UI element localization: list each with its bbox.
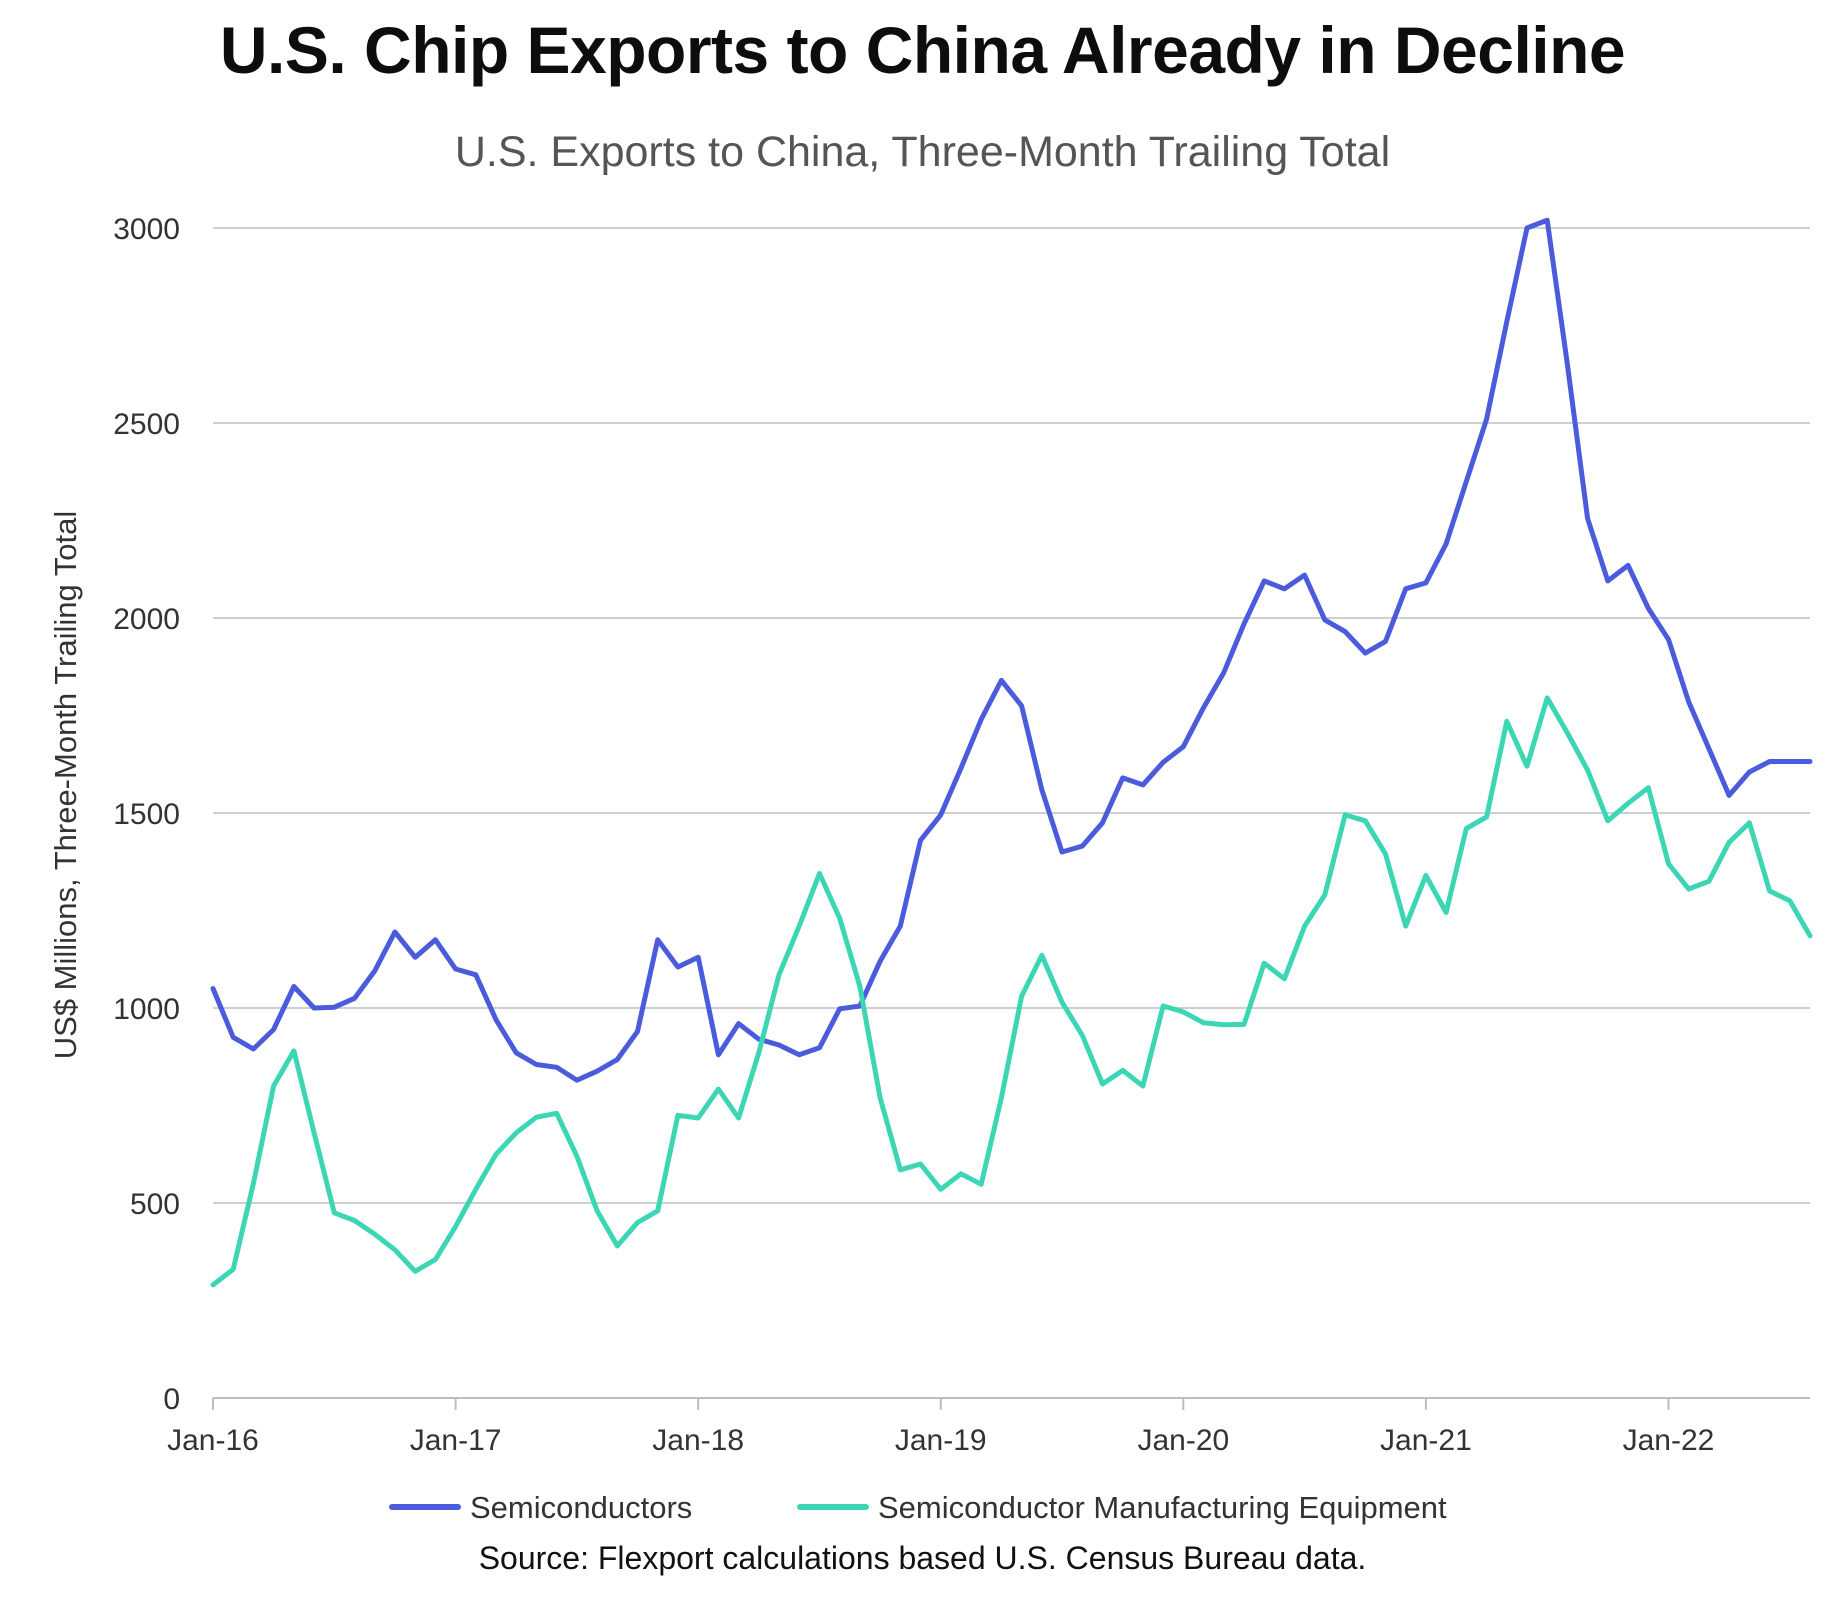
- chart-title: U.S. Chip Exports to China Already in De…: [219, 13, 1626, 87]
- legend-label: Semiconductor Manufacturing Equipment: [878, 1490, 1447, 1525]
- y-tick-label: 1500: [113, 798, 180, 831]
- y-axis-label: US$ Millions, Three-Month Trailing Total: [48, 511, 83, 1059]
- x-tick-label: Jan-20: [1137, 1424, 1229, 1457]
- y-tick-label: 0: [163, 1383, 180, 1416]
- x-tick-label: Jan-19: [895, 1424, 987, 1457]
- x-tick-label: Jan-16: [167, 1424, 259, 1457]
- series-line-manufacturing-equipment: [210, 695, 1813, 1288]
- gridlines: [213, 227, 1810, 1204]
- y-tick-label: 3000: [113, 213, 180, 246]
- x-tick-label: Jan-21: [1380, 1424, 1472, 1457]
- y-tick-label: 2500: [113, 408, 180, 441]
- series-line-semiconductors: [210, 217, 1813, 1083]
- y-tick-label: 2000: [113, 603, 180, 636]
- y-tick-label: 1000: [113, 993, 180, 1026]
- x-tick-label: Jan-17: [410, 1424, 502, 1457]
- series-lines: [210, 217, 1813, 1288]
- source-note: Source: Flexport calculations based U.S.…: [478, 1540, 1367, 1576]
- x-tick-label: Jan-18: [652, 1424, 744, 1457]
- y-axis-tick-labels: 0 500 1000 1500 2000 2500 3000: [113, 213, 180, 1416]
- x-tick-label: Jan-22: [1623, 1424, 1715, 1457]
- y-tick-label: 500: [130, 1188, 180, 1221]
- legend: Semiconductors Semiconductor Manufacturin…: [389, 1490, 1447, 1525]
- chart-subtitle: U.S. Exports to China, Three-Month Trail…: [454, 128, 1391, 176]
- x-axis: Jan-16 Jan-17 Jan-18 Jan-19 Jan-20 Jan-21 Jan-…: [167, 1397, 1810, 1457]
- legend-label: Semiconductors: [470, 1490, 692, 1525]
